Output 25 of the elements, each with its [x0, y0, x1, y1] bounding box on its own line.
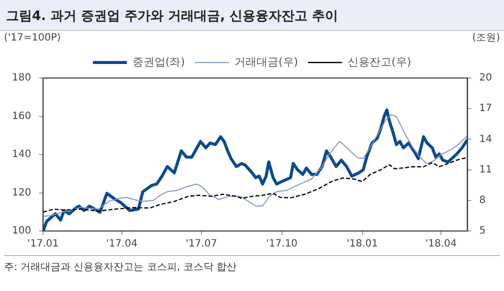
legend-label: 증권업(좌)	[132, 55, 185, 68]
y2-tick-label: 14	[479, 134, 492, 145]
text: 주: 거래대금과 신용융자잔고는 코스피, 코스닥 합산	[4, 261, 238, 274]
x-tick-label: '18.04	[425, 238, 457, 250]
y2-axis-title: (조원)	[472, 32, 500, 44]
y-tick-label: 140	[12, 149, 32, 160]
y2-tick-label: 20	[479, 72, 492, 84]
x-tick-label: '17.07	[186, 238, 218, 250]
x-tick-label: '18.01	[346, 238, 378, 250]
y-tick-label: 120	[12, 187, 32, 198]
y-tick-label: 180	[12, 72, 32, 84]
legend-label: 신용잔고(우)	[348, 55, 412, 68]
line-series	[43, 156, 468, 213]
y-tick-label: 160	[12, 110, 32, 122]
y2-tick-label: 8	[479, 194, 486, 206]
y-tick-label: 100	[12, 226, 32, 237]
y2-tick-label: 11	[479, 164, 492, 176]
y-axis-title: ('17=100P)	[4, 32, 61, 44]
x-tick-label: '17.10	[266, 238, 298, 250]
legend-label: 거래대금(우)	[234, 55, 298, 68]
chart-title: 그림4. 과거 증권업 주가와 거래대금, 신용융자잔고 추이	[0, 0, 504, 31]
y2-tick-label: 17	[479, 103, 492, 114]
y2-tick-label: 5	[479, 226, 486, 237]
x-tick-label: '17.01	[27, 238, 59, 250]
x-tick-label: '17.04	[106, 238, 138, 250]
